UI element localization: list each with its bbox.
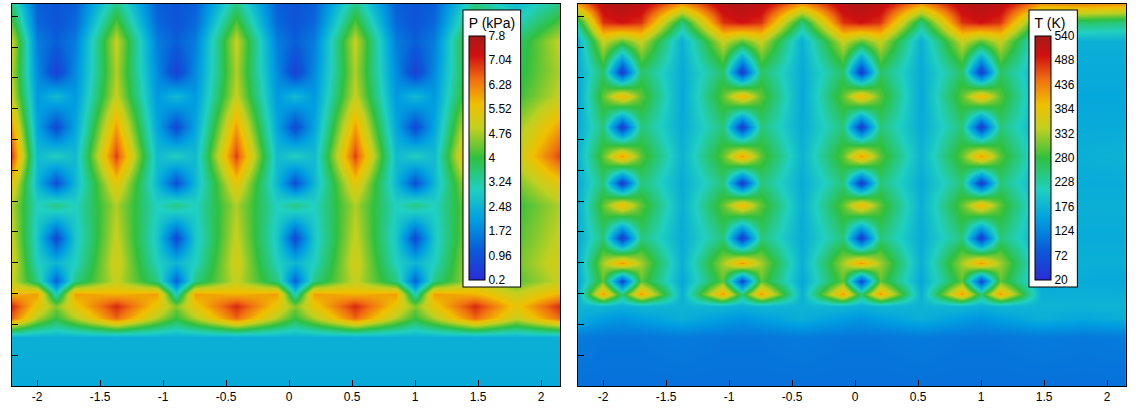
svg-text:-2: -2	[598, 390, 609, 404]
svg-text:P (kPa): P (kPa)	[469, 15, 515, 31]
svg-text:7.04: 7.04	[488, 53, 512, 67]
svg-text:2.48: 2.48	[488, 200, 512, 214]
svg-text:1: 1	[412, 390, 419, 404]
svg-text:280: 280	[1054, 151, 1074, 165]
svg-text:-0.5: -0.5	[782, 390, 803, 404]
svg-text:332: 332	[1054, 127, 1074, 141]
svg-text:5.52: 5.52	[488, 102, 512, 116]
svg-text:0.5: 0.5	[344, 390, 361, 404]
svg-text:-1.5: -1.5	[90, 390, 111, 404]
svg-text:488: 488	[1054, 53, 1074, 67]
svg-text:-1.5: -1.5	[656, 390, 677, 404]
svg-text:0: 0	[286, 390, 293, 404]
svg-text:1.5: 1.5	[1036, 390, 1053, 404]
svg-text:176: 176	[1054, 200, 1074, 214]
svg-text:1: 1	[978, 390, 985, 404]
svg-text:7.8: 7.8	[488, 29, 505, 43]
svg-text:72: 72	[1054, 249, 1068, 263]
svg-text:6.28: 6.28	[488, 78, 512, 92]
svg-text:-0.5: -0.5	[216, 390, 237, 404]
svg-text:124: 124	[1054, 224, 1074, 238]
svg-text:0.5: 0.5	[910, 390, 927, 404]
svg-text:0.2: 0.2	[488, 273, 505, 287]
svg-text:2: 2	[1104, 390, 1111, 404]
svg-text:228: 228	[1054, 175, 1074, 189]
svg-text:T (K): T (K)	[1035, 15, 1066, 31]
svg-text:1.72: 1.72	[488, 224, 512, 238]
svg-text:-2: -2	[32, 390, 43, 404]
svg-text:-1: -1	[158, 390, 169, 404]
svg-text:0: 0	[852, 390, 859, 404]
svg-text:4: 4	[488, 151, 495, 165]
svg-text:1.5: 1.5	[470, 390, 487, 404]
svg-text:540: 540	[1054, 29, 1074, 43]
svg-text:-1: -1	[724, 390, 735, 404]
svg-text:4.76: 4.76	[488, 127, 512, 141]
svg-text:2: 2	[538, 390, 545, 404]
svg-text:0.96: 0.96	[488, 249, 512, 263]
svg-text:20: 20	[1054, 273, 1068, 287]
svg-text:436: 436	[1054, 78, 1074, 92]
svg-text:3.24: 3.24	[488, 175, 512, 189]
svg-text:384: 384	[1054, 102, 1074, 116]
